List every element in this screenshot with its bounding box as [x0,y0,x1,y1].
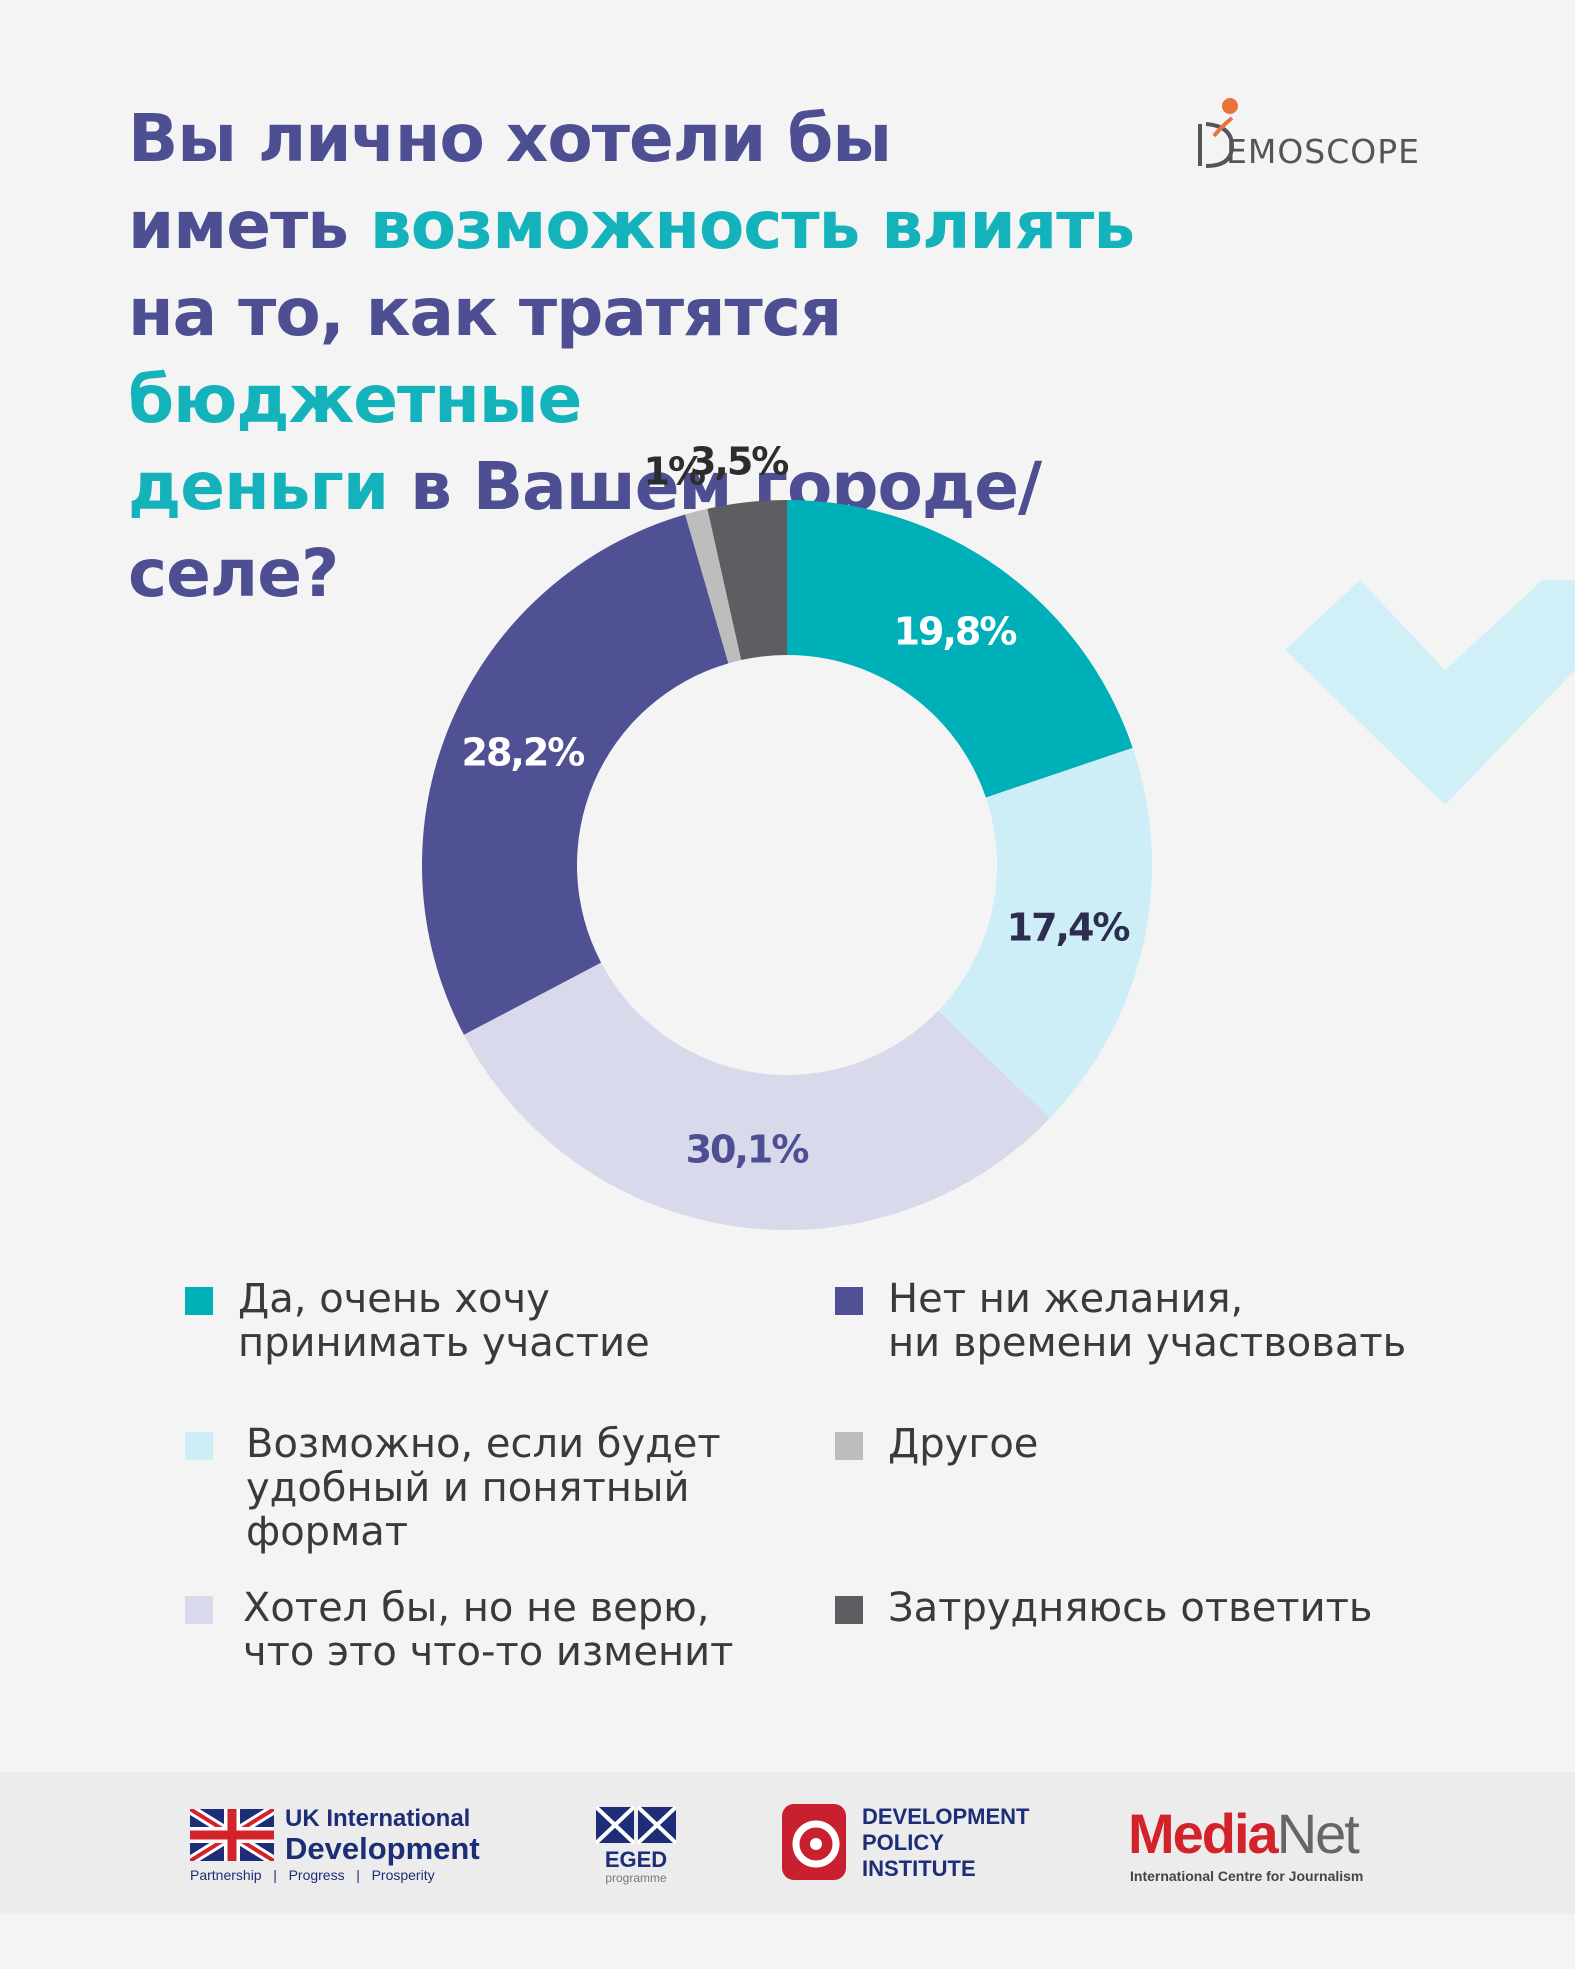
title-line-1: Вы лично хотели бы [128,100,892,177]
eged-text: EGED [604,1847,668,1872]
legend-label: Хотел бы, но не верю, что это что-то изм… [243,1585,734,1675]
dpi-line-1: DEVELOPMENT [862,1804,1030,1829]
partner-footer: UK International Development Partnership… [0,1772,1575,1914]
uk-international-development-logo: UK International Development Partnership… [190,1805,510,1885]
legend-swatch [185,1287,213,1315]
medianet-wordmark: MediaNet [1128,1802,1360,1865]
legend-item-other: Другое [835,1422,1038,1466]
demoscope-mark-icon [1198,98,1238,168]
uk-logo-tagline: Partnership | Progress | Prosperity [190,1867,435,1883]
legend-label: Затрудняюсь ответить [888,1585,1373,1631]
legend-item-hard-to-say: Затрудняюсь ответить [835,1586,1372,1630]
demoscope-logo-text: EMOSCOPE [1226,132,1421,171]
slice-value-label: 19,8% [894,609,1017,653]
page-title: Вы лично хотели бы иметь возможность вли… [128,95,1228,617]
donut-slice-0 [787,500,1133,798]
donut-slice-3 [421,514,729,1035]
slice-value-label: 3,5% [690,440,788,483]
eged-logo: EGED programme [596,1805,676,1885]
slice-value-label: 28,2% [462,730,585,774]
legend-item-no-desire: Нет ни желания, ни времени участвовать [835,1277,1406,1365]
eged-flag-icon [596,1805,676,1845]
legend-item-no-trust: Хотел бы, но не верю, что это что-то изм… [185,1586,733,1674]
medianet-logo: MediaNet International Centre for Journa… [1128,1802,1398,1885]
dpi-line-3: INSTITUTE [862,1856,976,1881]
legend-item-yes: Да, очень хочу принимать участие [185,1277,650,1365]
donut-slice-4 [685,508,742,664]
slice-value-label: 17,4% [1007,906,1130,950]
decorative-chevron-shape [1285,580,1575,805]
development-policy-institute-logo: DEVELOPMENT POLICY INSTITUTE [780,1802,1060,1892]
union-flag-icon [190,1809,274,1861]
donut-chart: 19,8% 17,4% 30,1% 28,2% 1%3,5% [421,440,1152,1230]
uk-logo-line-1: UK International [285,1805,471,1832]
title-line-4: деньги в Вашем городе/селе? [128,448,1042,612]
legend-swatch [835,1432,863,1460]
donut-slice-5 [707,500,787,661]
legend-swatch [185,1432,213,1460]
legend-swatch [185,1596,213,1624]
slice-value-label: 30,1% [686,1128,809,1172]
medianet-subtitle: International Centre for Journalism [1130,1868,1364,1884]
legend-swatch [835,1287,863,1315]
legend-swatch [835,1596,863,1624]
demoscope-logo: EMOSCOPE [1192,96,1452,172]
legend-label: Другое [888,1421,1039,1467]
dpi-line-2: POLICY [862,1830,944,1855]
uk-logo-line-2: Development [285,1831,480,1866]
donut-slice-2 [463,962,1050,1230]
chart-legend: Да, очень хочу принимать участие Возможн… [185,1277,1406,1674]
slice-value-label: 1% [644,449,705,493]
legend-item-maybe: Возможно, если будет удобный и понятный … [185,1422,721,1554]
title-line-2: иметь возможность влиять [128,187,1135,264]
title-line-3: на то, как тратятся бюджетные [128,274,842,438]
legend-label: Нет ни желания, ни времени участвовать [888,1276,1407,1366]
eged-subtext: programme [605,1871,667,1885]
legend-label: Возможно, если будет удобный и понятный … [246,1421,721,1555]
donut-slice-1 [938,747,1152,1119]
dpi-mark-icon [782,1804,846,1880]
legend-label: Да, очень хочу принимать участие [238,1276,650,1366]
